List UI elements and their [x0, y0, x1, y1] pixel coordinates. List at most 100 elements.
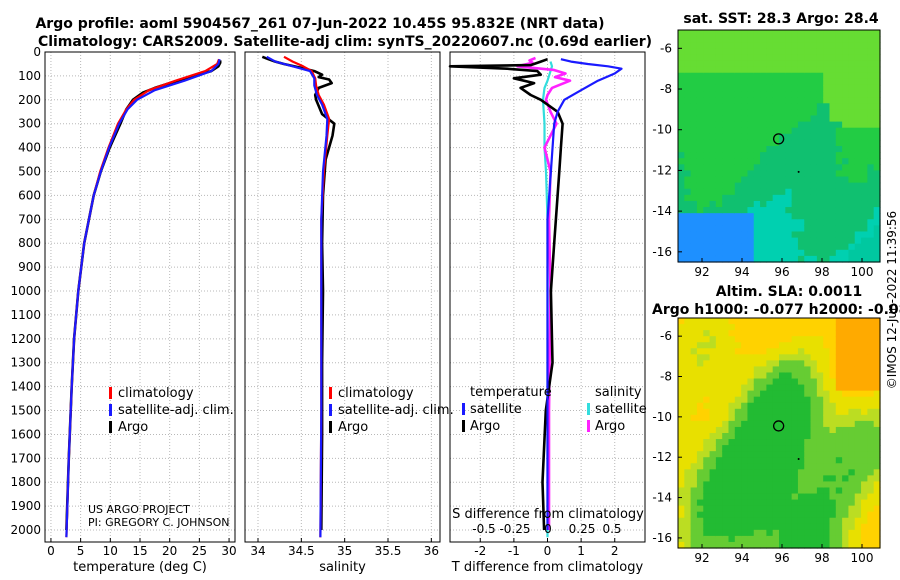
sst-map-cell: [842, 60, 850, 68]
sla-map-cell: [753, 493, 761, 501]
sst-map-cell: [715, 158, 723, 165]
sst-map-cell: [696, 109, 704, 117]
sst-map-cell: [696, 225, 704, 233]
sst-map-cell: [785, 66, 793, 74]
sla-map-cell: [741, 451, 749, 458]
sst-map-cell: [766, 115, 774, 123]
sla-map-cell: [804, 487, 812, 495]
sst-map-cell: [753, 30, 761, 37]
sst-map-cell: [747, 146, 755, 153]
sla-map-cell: [835, 463, 843, 470]
sla-map-cell: [867, 445, 875, 452]
sla-map-cell: [772, 469, 780, 476]
sla-map-cell: [785, 433, 793, 440]
sla-map-cell: [741, 529, 749, 537]
sst-map-cell: [867, 219, 875, 226]
sst-map-cell: [816, 176, 824, 184]
sst-map-cell: [854, 225, 862, 233]
sst-map-cell: [835, 164, 843, 172]
sst-map-cell: [734, 66, 742, 74]
sla-map-cell: [854, 451, 862, 458]
sla-map-cell: [766, 348, 774, 355]
sla-map-cell: [741, 402, 749, 410]
sla-map-cell: [873, 402, 881, 410]
sst-map-cell: [690, 36, 698, 43]
sst-map-cell: [816, 109, 824, 117]
sst-map-cell: [696, 243, 704, 251]
sst-map-cell: [861, 109, 868, 117]
sst-map-cell: [854, 54, 862, 62]
sla-map-cell: [854, 487, 862, 495]
sst-map-cell: [861, 213, 868, 220]
sla-map-cell: [684, 396, 692, 404]
sla-map-cell: [823, 414, 831, 422]
sst-map-cell: [816, 243, 824, 251]
sla-map-cell: [861, 523, 868, 531]
sst-map-cell: [861, 194, 868, 202]
sla-map-cell: [715, 505, 723, 513]
sst-map-cell: [804, 127, 812, 135]
sla-map-cell: [703, 523, 711, 531]
sla-map-cell: [823, 318, 831, 325]
sst-map-cell: [835, 121, 843, 129]
sst-map-cell: [741, 60, 749, 68]
sst-map-cell: [753, 84, 761, 92]
sla-map-cell: [848, 402, 856, 410]
sla-map-cell: [760, 463, 767, 470]
sla-map-cell: [760, 475, 767, 483]
sla-map-cell: [760, 481, 767, 489]
sst-map-cell: [709, 237, 717, 245]
sst-map-cell: [728, 103, 736, 110]
sla-map-cell: [779, 517, 786, 525]
sst-map-cell: [772, 97, 780, 104]
sla-map-cell: [854, 408, 862, 416]
sla-map-cell: [804, 366, 812, 374]
sst-map-cell: [829, 121, 837, 129]
sla-map-cell: [873, 414, 881, 422]
sla-map-cell: [810, 505, 818, 513]
sla-map-cell: [684, 451, 692, 458]
sla-map-cell: [747, 511, 755, 519]
sst-map-cell: [696, 91, 704, 98]
sst-map-cell: [873, 78, 881, 86]
sst-map-cell: [753, 48, 761, 56]
sla-map-cell: [873, 541, 881, 549]
sla-map-cell: [747, 420, 755, 428]
sla-map-cell: [791, 445, 799, 452]
sla-map-cell: [848, 451, 856, 458]
sst-map-cell: [829, 36, 837, 43]
sla-map-cell: [848, 481, 856, 489]
sla-map-cell: [810, 390, 818, 398]
sla-map-cell: [741, 396, 749, 404]
sla-map-cell: [797, 330, 805, 337]
sla-map-cell: [690, 493, 698, 501]
sla-map-cell: [690, 469, 698, 476]
legend-swatch: [109, 404, 112, 416]
sla-map-cell: [734, 378, 742, 386]
sst-map-cell: [842, 243, 850, 251]
sla-map-cell: [728, 318, 736, 325]
sla-map-cell: [861, 445, 868, 452]
sst-map-xtick-label: 96: [774, 265, 789, 279]
sla-map-cell: [823, 475, 831, 483]
sst-map-cell: [715, 213, 723, 220]
sst-map-cell: [816, 72, 824, 80]
temperature-series-satellite-adj-clim-: [65, 58, 221, 538]
sla-map-cell: [873, 481, 881, 489]
sst-map-cell: [772, 84, 780, 92]
sla-map-cell: [854, 481, 862, 489]
sla-map-cell: [854, 378, 862, 386]
sst-map-cell: [848, 60, 856, 68]
sst-map-cell: [684, 91, 692, 98]
sla-map-cell: [741, 378, 749, 386]
sst-map-cell: [715, 66, 723, 74]
sst-map-cell: [684, 127, 692, 135]
sst-map-cell: [797, 139, 805, 147]
sla-map-cell: [715, 354, 723, 361]
sst-map-cell: [797, 200, 805, 208]
sla-map-cell: [785, 318, 793, 325]
sla-map-cell: [772, 439, 780, 446]
sst-map-cell: [861, 243, 868, 251]
sla-map-cell: [816, 517, 824, 525]
sst-map-cell: [766, 54, 774, 62]
